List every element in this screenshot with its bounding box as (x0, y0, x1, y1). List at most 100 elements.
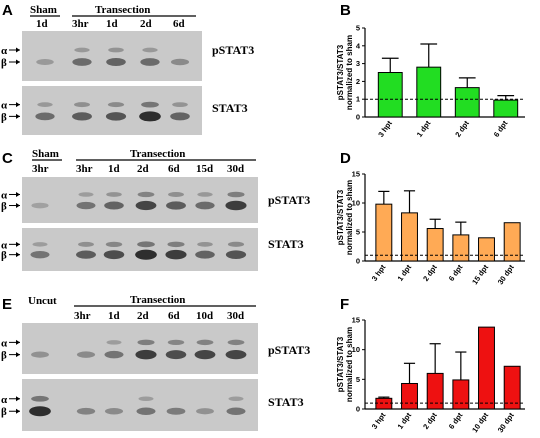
bar (503, 365, 521, 410)
y-tick-label: 0 (356, 405, 360, 414)
beta-arrowhead (16, 113, 20, 119)
band-alpha (107, 102, 125, 108)
beta-label: β (1, 406, 7, 418)
panel-e-lane-label: 6d (168, 310, 180, 322)
panel-a-lane-label: 6d (173, 18, 185, 30)
panel-e-header-transection: Transection (130, 294, 185, 306)
band-alpha (137, 339, 155, 346)
alpha-label: α (1, 189, 8, 201)
chart-d: 0 5 10 15 pSTAT3/STAT3 normalized to sham 3 hp… (336, 170, 525, 287)
bar (426, 228, 444, 262)
x-tick-label: 15 dpt (470, 263, 490, 287)
band-beta (225, 200, 247, 211)
alpha-arrowhead (16, 47, 20, 53)
band-alpha (78, 192, 94, 197)
band-beta (72, 58, 92, 66)
band-alpha (167, 241, 185, 248)
panel-c-lane-label: 30d (227, 163, 244, 175)
bar (503, 222, 521, 262)
panel-f: F 0 5 10 15 pSTAT3/STAT3 normalized to sham 3 … (336, 296, 525, 434)
alpha-label: α (1, 337, 8, 349)
bar (401, 382, 418, 410)
band-alpha (196, 339, 214, 346)
band-alpha (74, 102, 90, 108)
band-beta (136, 407, 156, 415)
bar (478, 237, 495, 262)
band-beta (196, 408, 214, 415)
band-beta (195, 201, 215, 210)
alpha-label: α (1, 45, 8, 57)
bar (454, 87, 480, 118)
blot-background (22, 228, 258, 271)
y-tick-label: 15 (352, 316, 360, 325)
y-axis-label: pSTAT3/STAT3 (336, 189, 345, 245)
blot-e-stat3: αβ (1, 379, 258, 431)
band-beta (104, 201, 124, 210)
alpha-label: α (1, 239, 8, 251)
band-alpha (106, 192, 122, 197)
panel-a-lane-label: 1d (36, 18, 48, 30)
beta-arrowhead (16, 252, 20, 258)
blot-background (22, 31, 202, 81)
y-axis-label: normalized to sham (345, 180, 354, 255)
panel-e-blot-label-pstat3: pSTAT3 (268, 343, 310, 357)
y-tick-label: 4 (356, 41, 361, 50)
blot-background (22, 177, 258, 223)
blot-c-pstat3: αβ (1, 177, 258, 223)
panel-e-header-uncut: Uncut (28, 295, 57, 307)
band-beta (135, 349, 157, 360)
band-alpha (108, 47, 124, 53)
band-alpha (228, 396, 244, 402)
beta-label: β (1, 250, 7, 262)
band-beta (165, 350, 187, 360)
panel-b: B 0 1 2 3 4 5 pSTAT3/STAT3 normalized to sham 3 … (336, 2, 525, 139)
x-tick-label: 1 dpt (415, 119, 433, 139)
y-axis-label: pSTAT3/STAT3 (336, 336, 345, 392)
beta-label: β (1, 57, 7, 69)
x-tick-label: 2 dpt (421, 411, 439, 431)
band-alpha (167, 339, 185, 346)
panel-c-lane-label: 6d (168, 163, 180, 175)
band-alpha (137, 191, 155, 198)
band-beta (76, 407, 96, 415)
band-beta (165, 249, 187, 260)
bar (416, 66, 442, 118)
panel-c-header-transection: Transection (130, 148, 185, 160)
bar (375, 203, 393, 262)
beta-arrowhead (16, 203, 20, 209)
panel-e-lane-label: 30d (227, 310, 244, 322)
blot-background (22, 323, 258, 374)
band-alpha (106, 340, 122, 345)
x-tick-label: 6 dpt (447, 263, 465, 283)
panel-c-letter: C (2, 150, 13, 167)
blot-c-stat3: αβ (1, 228, 258, 271)
panel-a: A Sham 1d Transection 3hr 1d 2d 6d αβ pS… (1, 2, 254, 135)
panel-c-lane-label: 2d (137, 163, 149, 175)
alpha-arrowhead (16, 339, 20, 345)
y-tick-label: 5 (356, 24, 360, 33)
band-beta (135, 249, 157, 260)
y-axis-label: normalized to sham (345, 327, 354, 402)
band-alpha (37, 102, 53, 107)
bar (452, 379, 470, 410)
alpha-label: α (1, 394, 8, 406)
panel-e-lane-label: 1d (108, 310, 120, 322)
band-alpha (105, 241, 123, 247)
band-alpha (137, 241, 155, 248)
panel-a-lane-label: 1d (106, 18, 118, 30)
x-tick-label: 6 dpt (447, 411, 465, 431)
band-alpha (142, 47, 158, 53)
panel-a-blot-label-stat3: STAT3 (212, 101, 248, 115)
panel-e-lane-label: 3hr (74, 310, 91, 322)
band-beta (104, 407, 124, 415)
alpha-arrowhead (16, 102, 20, 108)
panel-a-blot-label-pstat3: pSTAT3 (212, 43, 254, 57)
band-beta (104, 350, 124, 359)
y-tick-label: 1 (356, 95, 360, 104)
panel-e-letter: E (2, 296, 12, 313)
panel-a-lane-label: 3hr (72, 18, 89, 30)
band-beta (226, 407, 246, 415)
bar (452, 234, 470, 262)
panel-a-letter: A (2, 2, 13, 19)
